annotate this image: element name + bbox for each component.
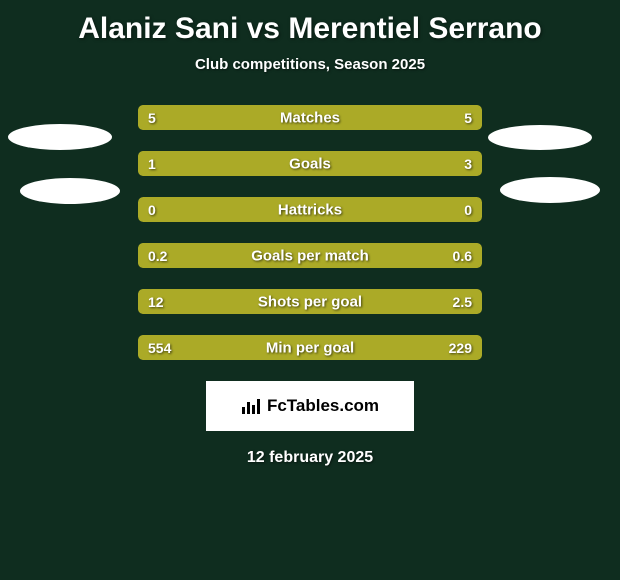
stat-row: 1 Goals 3 — [138, 151, 482, 176]
stat-value-right: 0 — [464, 202, 472, 218]
bar-right — [214, 151, 482, 176]
page-title: Alaniz Sani vs Merentiel Serrano — [0, 0, 620, 46]
stat-label: Matches — [280, 109, 340, 126]
stat-row: 5 Matches 5 — [138, 105, 482, 130]
subtitle: Club competitions, Season 2025 — [0, 56, 620, 73]
logo-text: FcTables.com — [267, 396, 379, 416]
stat-value-left: 12 — [148, 294, 164, 310]
stat-row: 554 Min per goal 229 — [138, 335, 482, 360]
stat-value-left: 1 — [148, 156, 156, 172]
stat-value-left: 5 — [148, 110, 156, 126]
stat-row: 0 Hattricks 0 — [138, 197, 482, 222]
stat-label: Goals per match — [251, 247, 369, 264]
decorative-ellipse — [20, 178, 120, 204]
decorative-ellipse — [488, 125, 592, 150]
stat-value-left: 0 — [148, 202, 156, 218]
decorative-ellipse — [500, 177, 600, 203]
date-text: 12 february 2025 — [0, 449, 620, 467]
chart-icon — [241, 397, 261, 415]
stat-label: Min per goal — [266, 339, 354, 356]
stat-label: Shots per goal — [258, 293, 362, 310]
decorative-ellipse — [8, 124, 112, 150]
stat-value-right: 3 — [464, 156, 472, 172]
stat-label: Hattricks — [278, 201, 342, 218]
stat-label: Goals — [289, 155, 331, 172]
stat-value-right: 229 — [449, 340, 472, 356]
stats-container: 5 Matches 5 1 Goals 3 0 Hattricks 0 0.2 Goals per … — [138, 105, 482, 360]
logo-box: FcTables.com — [206, 381, 414, 431]
stat-value-right: 5 — [464, 110, 472, 126]
stat-value-right: 0.6 — [453, 248, 472, 264]
stat-value-left: 554 — [148, 340, 171, 356]
stat-row: 12 Shots per goal 2.5 — [138, 289, 482, 314]
stat-value-right: 2.5 — [453, 294, 472, 310]
stat-value-left: 0.2 — [148, 248, 167, 264]
stat-row: 0.2 Goals per match 0.6 — [138, 243, 482, 268]
